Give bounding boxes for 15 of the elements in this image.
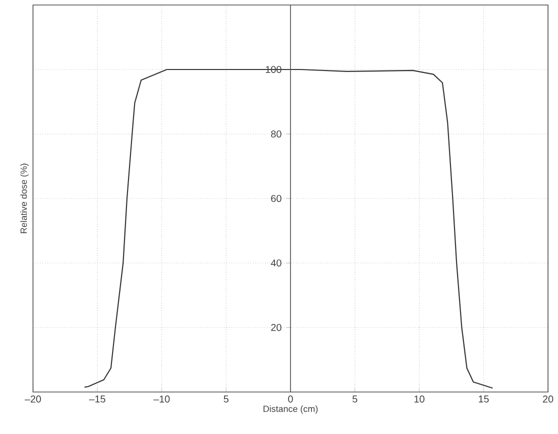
x-axis-title: Distance (cm) [264, 405, 318, 414]
y-tick-label: 60 [271, 194, 282, 202]
y-tick-label: 20 [271, 324, 282, 332]
x-tick-label: –10 [153, 396, 170, 403]
x-tick-label: 20 [542, 396, 554, 403]
x-tick-label: 5 [224, 396, 228, 402]
x-tick-label: 15 [478, 396, 489, 402]
x-tick-label: 10 [414, 396, 424, 403]
x-tick-label: –15 [89, 396, 106, 402]
y-axis-title: Relative dose (%) [20, 164, 29, 234]
y-tick-label: 80 [271, 130, 282, 138]
x-tick-label: 0 [288, 396, 293, 403]
y-tick-label: 40 [270, 259, 282, 267]
x-tick-label: –20 [24, 396, 41, 403]
x-tick-label: 5 [352, 396, 358, 402]
